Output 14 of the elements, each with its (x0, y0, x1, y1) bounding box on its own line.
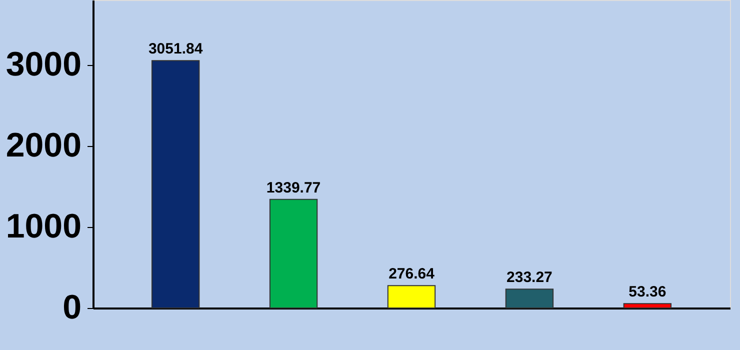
data-label: 53.36 (628, 284, 666, 301)
bar (269, 198, 318, 308)
data-label: 3051.84 (148, 40, 204, 58)
bar (623, 303, 672, 308)
data-label: 276.64 (388, 266, 436, 283)
y-tick-label: 0 (62, 288, 82, 326)
data-label: 1339.77 (266, 179, 321, 196)
y-tick-label: 2000 (6, 126, 82, 164)
bar (151, 60, 200, 308)
bar (505, 288, 554, 308)
y-tick-label: 1000 (6, 207, 82, 246)
y-tick-label: 3000 (6, 45, 82, 84)
data-label: 233.27 (506, 269, 552, 286)
bar (387, 285, 436, 308)
